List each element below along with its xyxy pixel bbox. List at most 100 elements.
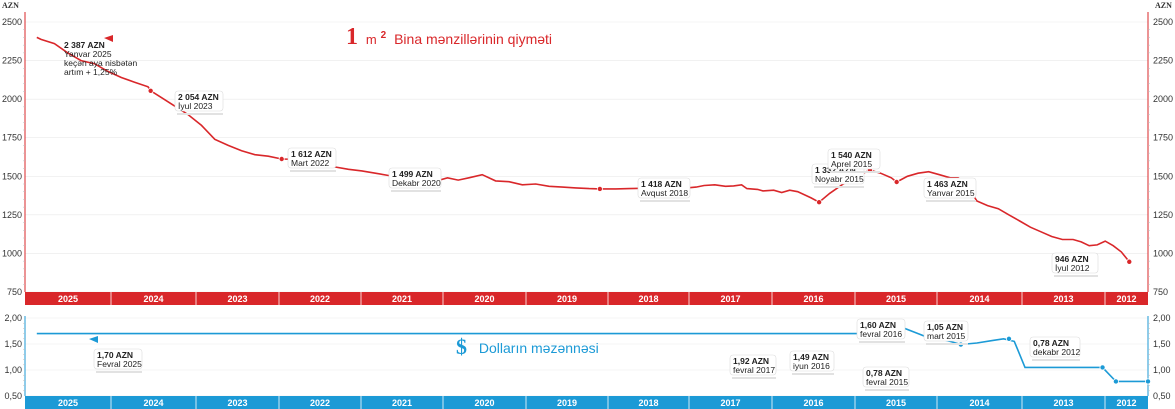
price-year-label: 2016 bbox=[803, 294, 823, 304]
exchange-title-symbol: $ bbox=[456, 334, 467, 359]
price-ytick-left: 1000 bbox=[2, 248, 22, 258]
exchange-year-label: 2013 bbox=[1053, 398, 1073, 408]
price-yticks-right: 750 1000 1250 1500 1750 2000 2250 2500 bbox=[1148, 17, 1173, 297]
exchange-year-label: 2017 bbox=[720, 398, 740, 408]
price-annotation-shadow bbox=[830, 171, 880, 173]
price-grid bbox=[25, 21, 1148, 293]
exchange-marker bbox=[1145, 378, 1152, 385]
price-annotation-value: 1 612 AZN bbox=[291, 149, 332, 159]
exchange-arrow-head bbox=[89, 336, 98, 343]
price-annotation-shadow bbox=[177, 113, 223, 115]
exchange-annotation-value: 1,70 AZN bbox=[97, 350, 133, 360]
price-ytick-right: 2250 bbox=[1153, 56, 1173, 66]
price-annotation-text: Yanvar 2015 bbox=[927, 188, 975, 198]
price-series-line bbox=[36, 36, 1130, 263]
exchange-annotation-shadow bbox=[1032, 359, 1080, 361]
price-marker bbox=[893, 178, 900, 185]
price-chart-title: 1 m 2 Bina mənzillərinin qiyməti bbox=[346, 24, 552, 50]
exchange-year-label: 2022 bbox=[310, 398, 330, 408]
exchange-annotation-value: 0,78 AZN bbox=[866, 368, 902, 378]
price-annotation-value: 2 387 AZN bbox=[64, 40, 105, 50]
price-annotation-text: İyul 2023 bbox=[178, 101, 213, 111]
price-left-unit: AZN bbox=[2, 1, 19, 10]
price-ytick-left: 2250 bbox=[2, 56, 22, 66]
price-annotation-text: İyul 2012 bbox=[1055, 263, 1090, 273]
exchange-ytick-left: 1,00 bbox=[4, 365, 22, 375]
price-marker bbox=[278, 156, 285, 163]
price-panel: AZN AZN 7501000125015001750200022502500 … bbox=[2, 1, 1173, 305]
exchange-marker bbox=[1005, 335, 1012, 342]
price-title-text: Bina mənzillərinin qiyməti bbox=[394, 31, 552, 47]
exchange-year-label: 2016 bbox=[803, 398, 823, 408]
price-arrow-head bbox=[104, 35, 113, 42]
price-annotation-value: 1 418 AZN bbox=[641, 179, 682, 189]
price-annotation-value: 1 463 AZN bbox=[927, 179, 968, 189]
exchange-annotation-box bbox=[729, 354, 777, 376]
price-year-label: 2024 bbox=[143, 294, 163, 304]
exchange-panel: 0,50 1,00 1,50 2,00 0,50 1,00 1,50 2,00 $ Doll… bbox=[4, 313, 1171, 409]
price-marker bbox=[1126, 258, 1133, 265]
price-annotation-text: Noyabr 2015 bbox=[815, 174, 864, 184]
price-annotation-value: 1 540 AZN bbox=[831, 150, 872, 160]
exchange-yticks-left: 0,50 1,00 1,50 2,00 bbox=[4, 313, 25, 401]
exchange-annotation-text: Fevral 2025 bbox=[97, 359, 142, 369]
price-ytick-right: 2500 bbox=[1153, 17, 1173, 27]
price-year-label: 2020 bbox=[474, 294, 494, 304]
price-year-label: 2018 bbox=[638, 294, 658, 304]
exchange-ytick-left: 2,00 bbox=[4, 313, 22, 323]
exchange-marker bbox=[1112, 378, 1119, 385]
exchange-year-label: 2018 bbox=[638, 398, 658, 408]
price-marker bbox=[596, 185, 603, 192]
exchange-annotation-text: mart 2015 bbox=[927, 331, 966, 341]
price-annotation-text: artım + 1,25% bbox=[64, 67, 118, 77]
price-annotation-text: Avqust 2018 bbox=[641, 188, 688, 198]
price-annotation-box bbox=[637, 177, 691, 199]
price-annotation-text: Aprel 2015 bbox=[831, 159, 872, 169]
exchange-annotation-value: 1,92 AZN bbox=[733, 356, 769, 366]
price-annotation-box bbox=[388, 167, 442, 189]
price-annotation-shadow bbox=[290, 170, 336, 172]
price-annotation-value: 1 499 AZN bbox=[392, 169, 433, 179]
price-year-label: 2015 bbox=[886, 294, 906, 304]
price-ytick-right: 1250 bbox=[1153, 210, 1173, 220]
exchange-annotation-shadow bbox=[926, 343, 968, 345]
exchange-annotation-text: fevral 2015 bbox=[866, 377, 908, 387]
price-annotation-value: 1 332 AZN bbox=[815, 165, 856, 175]
exchange-ytick-left: 0,50 bbox=[4, 391, 22, 401]
price-marker bbox=[816, 199, 823, 206]
exchange-title-text: Dolların məzənnəsi bbox=[479, 340, 599, 356]
exchange-annotation-box bbox=[923, 320, 969, 342]
exchange-annotation-text: dekabr 2012 bbox=[1033, 347, 1081, 357]
price-ytick-right: 2000 bbox=[1153, 94, 1173, 104]
exchange-annotation-shadow bbox=[865, 389, 909, 391]
exchange-year-label: 2025 bbox=[58, 398, 78, 408]
price-year-labels: 2025 2024 2023 2022 2021 2020 2019 2018 2017 2016… bbox=[58, 292, 1137, 305]
price-ytick-right: 750 bbox=[1153, 287, 1168, 297]
exchange-year-band bbox=[25, 396, 1148, 409]
exchange-annotation-shadow bbox=[732, 377, 776, 379]
price-annotation-box bbox=[174, 90, 224, 112]
price-year-label: 2017 bbox=[720, 294, 740, 304]
exchange-year-label: 2021 bbox=[392, 398, 412, 408]
exchange-annotation-box bbox=[1029, 336, 1081, 358]
price-marker bbox=[147, 87, 154, 94]
price-ytick-left: 1250 bbox=[2, 210, 22, 220]
exchange-ytick-left: 1,50 bbox=[4, 339, 22, 349]
price-right-unit: AZN bbox=[1155, 1, 1172, 10]
price-ytick-left: 1750 bbox=[2, 133, 22, 143]
exchange-annotation-box bbox=[789, 350, 835, 372]
price-ytick-left: 2500 bbox=[2, 17, 22, 27]
price-annotation-text: Dekabr 2020 bbox=[392, 178, 441, 188]
price-annotation-text: keçən aya nisbətən bbox=[64, 58, 138, 68]
